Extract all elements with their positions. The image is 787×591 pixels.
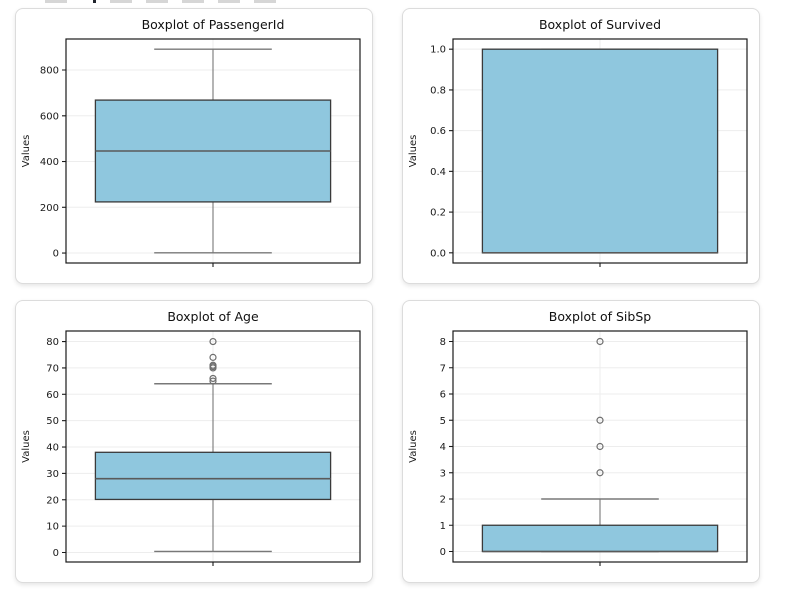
svg-text:0: 0 bbox=[53, 548, 59, 559]
svg-text:60: 60 bbox=[46, 390, 59, 401]
boxplot-canvas-survived: 0.0 0.2 0.4 0.6 0.8 1.0 Values bbox=[408, 38, 748, 267]
svg-text:0.0: 0.0 bbox=[430, 248, 446, 259]
svg-text:Values: Values bbox=[21, 430, 32, 463]
svg-text:Values: Values bbox=[408, 135, 419, 168]
svg-text:70: 70 bbox=[46, 363, 59, 374]
svg-text:800: 800 bbox=[40, 66, 59, 77]
clipped-text-fragment bbox=[45, 0, 380, 3]
svg-text:600: 600 bbox=[40, 111, 59, 122]
svg-text:3: 3 bbox=[440, 468, 446, 479]
clipped-glyph bbox=[146, 0, 168, 3]
svg-text:50: 50 bbox=[46, 416, 59, 427]
svg-text:8: 8 bbox=[440, 337, 446, 348]
clipped-glyph bbox=[254, 0, 276, 3]
boxplot-card-passengerid: Boxplot of PassengerId 0 200 400 600 800 Valu… bbox=[15, 8, 373, 284]
svg-text:0: 0 bbox=[440, 547, 446, 558]
clipped-glyph bbox=[110, 0, 132, 3]
svg-text:20: 20 bbox=[46, 495, 59, 506]
svg-text:0.6: 0.6 bbox=[430, 126, 446, 137]
svg-text:200: 200 bbox=[40, 203, 59, 214]
boxplot-card-age: Boxplot of Age 0 10 20 30 40 50 60 70 80 Values bbox=[15, 300, 373, 583]
svg-text:0.4: 0.4 bbox=[430, 167, 446, 178]
clipped-glyph bbox=[218, 0, 240, 3]
boxplot-canvas-sibsp: 0 1 2 3 4 5 6 7 8 Values bbox=[408, 330, 748, 566]
boxplot-card-survived: Boxplot of Survived 0.0 0.2 0.4 0.6 0.8 1.0 Va… bbox=[402, 8, 760, 284]
svg-text:6: 6 bbox=[440, 390, 446, 401]
chart-title-passengerid: Boxplot of PassengerId bbox=[141, 17, 285, 32]
svg-text:0.8: 0.8 bbox=[430, 85, 446, 96]
boxplot-canvas-age: 0 10 20 30 40 50 60 70 80 Values bbox=[21, 330, 361, 566]
svg-text:1: 1 bbox=[440, 521, 446, 532]
svg-text:7: 7 bbox=[440, 363, 446, 374]
svg-text:2: 2 bbox=[440, 495, 446, 506]
boxplot-grid: Boxplot of PassengerId 0 200 400 600 800 Valu… bbox=[15, 8, 760, 583]
svg-text:5: 5 bbox=[440, 416, 446, 427]
svg-text:Values: Values bbox=[408, 430, 419, 463]
chart-title-survived: Boxplot of Survived bbox=[538, 17, 662, 32]
svg-text:Values: Values bbox=[21, 135, 32, 168]
chart-title-age: Boxplot of Age bbox=[167, 309, 259, 324]
svg-text:0.2: 0.2 bbox=[430, 208, 446, 219]
svg-text:400: 400 bbox=[40, 157, 59, 168]
clipped-glyph bbox=[45, 0, 67, 3]
boxplot-canvas-passengerid: 0 200 400 600 800 Values bbox=[21, 38, 361, 267]
svg-text:80: 80 bbox=[46, 337, 59, 348]
svg-text:40: 40 bbox=[46, 443, 59, 454]
svg-text:10: 10 bbox=[46, 522, 59, 533]
clipped-glyph bbox=[182, 0, 204, 3]
svg-text:30: 30 bbox=[46, 469, 59, 480]
chart-title-sibsp: Boxplot of SibSp bbox=[548, 309, 652, 324]
boxplot-card-sibsp: Boxplot of SibSp 0 1 2 3 4 5 6 7 8 Values bbox=[402, 300, 760, 583]
svg-text:4: 4 bbox=[440, 442, 446, 453]
svg-text:1.0: 1.0 bbox=[430, 45, 446, 56]
clipped-glyph bbox=[93, 0, 96, 3]
svg-text:0: 0 bbox=[53, 249, 59, 260]
